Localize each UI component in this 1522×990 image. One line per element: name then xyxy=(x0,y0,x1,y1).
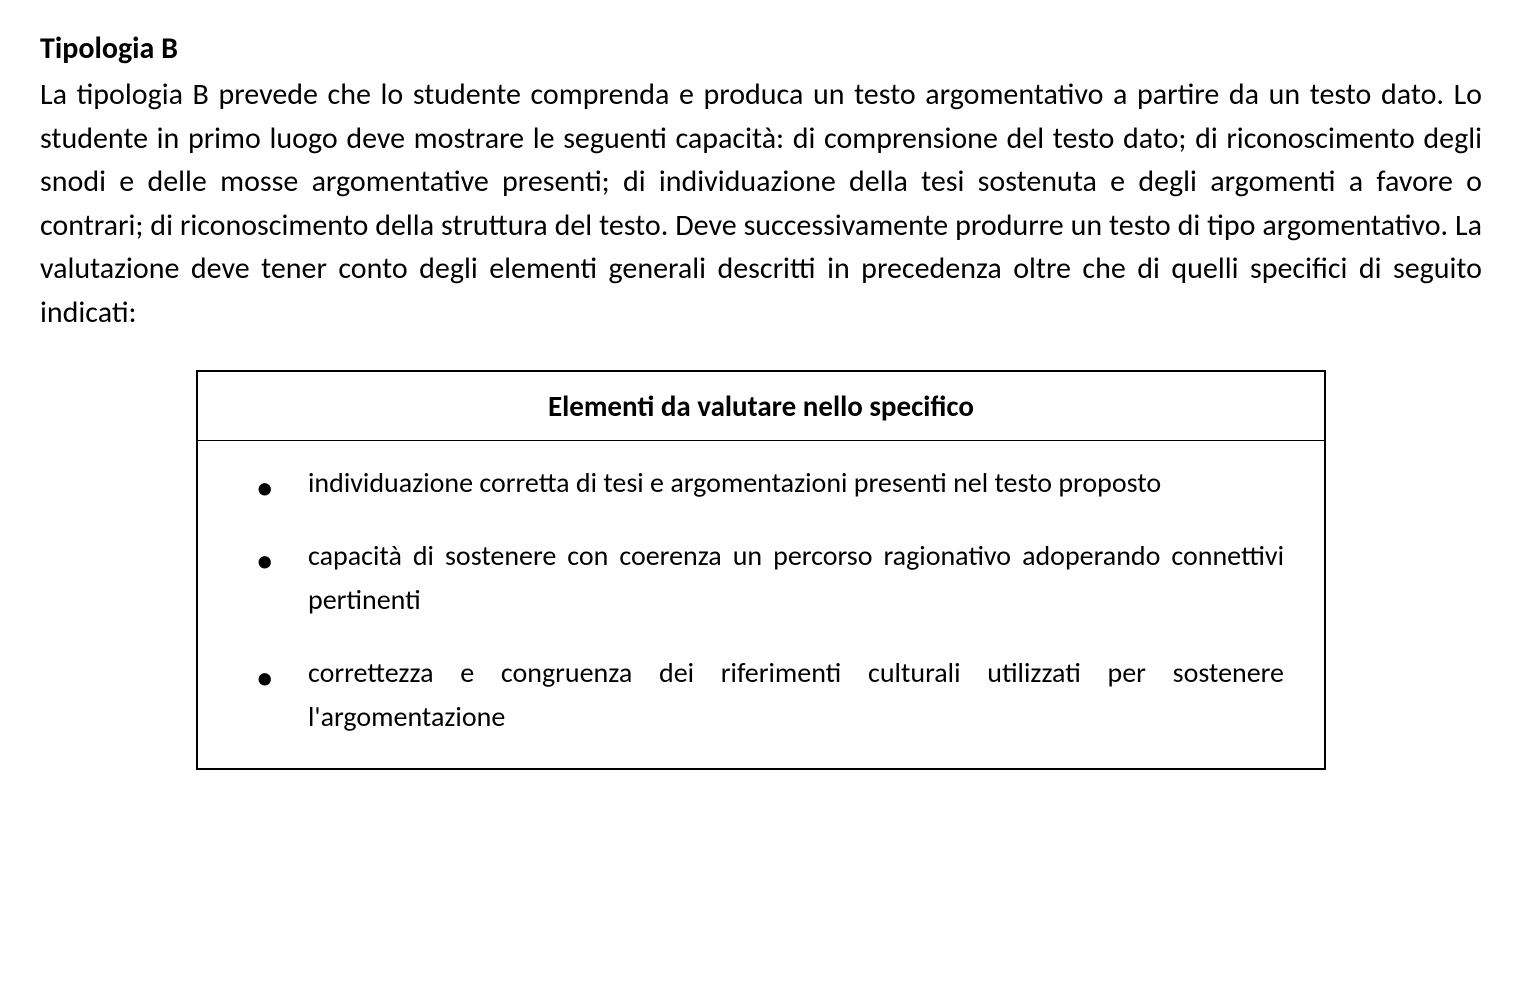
list-item: capacità di sostenere con coerenza un pe… xyxy=(248,534,1284,621)
list-item: individuazione corretta di tesi e argome… xyxy=(248,461,1284,504)
body-paragraph: La tipologia B prevede che lo studente c… xyxy=(40,73,1482,334)
table-body: individuazione corretta di tesi e argome… xyxy=(198,441,1324,768)
evaluation-table: Elementi da valutare nello specifico ind… xyxy=(196,370,1326,770)
table-header: Elementi da valutare nello specifico xyxy=(198,372,1324,441)
list-item: correttezza e congruenza dei riferimenti… xyxy=(248,651,1284,738)
bullet-list: individuazione corretta di tesi e argome… xyxy=(248,461,1284,738)
section-heading: Tipologia B xyxy=(40,30,1482,67)
